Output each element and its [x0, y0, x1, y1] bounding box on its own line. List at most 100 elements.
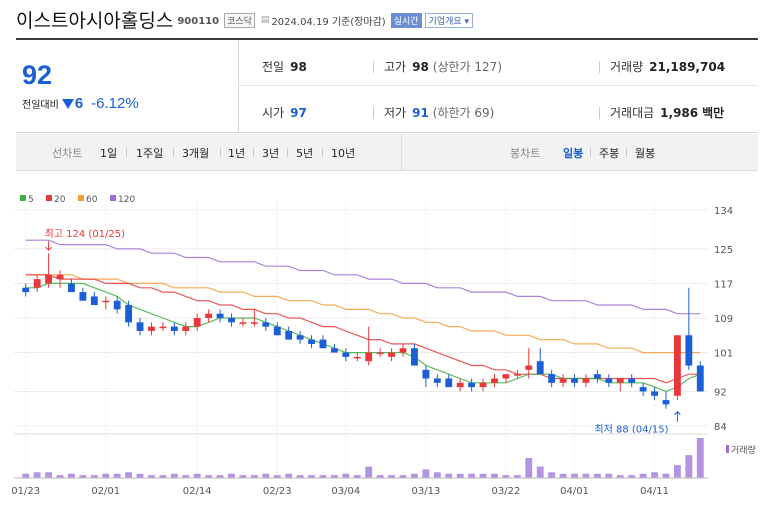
top-divider	[16, 38, 758, 40]
open-label: 시가	[262, 106, 285, 120]
tab-1w[interactable]: 1주일	[136, 147, 164, 160]
reference-date: 2024.04.19 기준(장마감)	[271, 16, 386, 28]
candle	[548, 369, 556, 388]
volume-bar	[433, 472, 441, 478]
tab-1y[interactable]: 1년	[228, 147, 246, 160]
tab-daily[interactable]: 일봉	[563, 147, 584, 160]
tab-candle-chart[interactable]: 봉차트	[510, 147, 541, 160]
candle-body	[330, 348, 338, 353]
candle	[308, 335, 315, 349]
y-tick-label: 117	[714, 279, 733, 290]
company-info-dropdown[interactable]: 기업개요 ▾	[424, 12, 474, 28]
candle-body	[182, 326, 190, 331]
amount-value: 1,986	[660, 105, 699, 120]
x-tick-label: 02/14	[183, 486, 212, 497]
volume-bar	[79, 475, 87, 478]
candle-body	[296, 335, 304, 340]
candle-body	[662, 400, 670, 405]
chart-tabs: 선차트 1일 1주일 3개월 1년 3년 5년 10년 봉차트 일봉 주봉 월봉	[16, 134, 758, 171]
candle	[22, 283, 30, 297]
volume-bar	[399, 475, 407, 478]
candle	[285, 326, 293, 340]
volume: 거래량 21,189,704	[599, 58, 725, 75]
candle-body	[582, 378, 590, 383]
volume-bar	[68, 473, 75, 478]
x-tick-label: 01/23	[11, 486, 40, 497]
volume-bar	[616, 475, 624, 478]
volume-bar	[571, 473, 578, 478]
candle	[159, 322, 167, 331]
prev-close: 전일 98	[262, 58, 307, 75]
candle-body	[250, 322, 258, 324]
candle	[365, 326, 373, 366]
volume-bar	[113, 473, 121, 478]
candle	[319, 335, 327, 349]
candlestick-chart[interactable]: 5 20 60 120 84 92 101 109 117 125 134 최고 124 (01/25…	[0, 180, 773, 509]
tab-monthly[interactable]: 월봉	[635, 147, 656, 160]
market-badge: 코스닥	[224, 12, 255, 28]
tab-10y[interactable]: 10년	[331, 147, 356, 160]
candle-body	[22, 287, 30, 293]
tab-3y[interactable]: 3년	[262, 147, 280, 160]
candle-body	[228, 318, 235, 323]
legend-swatch	[20, 195, 26, 201]
volume-legend-label: 거래량	[731, 444, 756, 456]
legend-swatch	[46, 195, 52, 201]
volume-bar	[388, 475, 396, 478]
candle	[45, 253, 53, 288]
tab-1d[interactable]: 1일	[100, 147, 118, 160]
volume-bar	[136, 473, 144, 478]
volume-bar	[639, 473, 647, 478]
high-label: 고가	[384, 60, 407, 74]
legend-swatch	[110, 195, 116, 201]
candle	[433, 374, 441, 388]
tab-weekly[interactable]: 주봉	[599, 147, 620, 160]
trade-amount: 거래대금 1,986 백만	[599, 104, 724, 121]
realtime-button[interactable]: 실시간	[390, 12, 422, 28]
tab-3m[interactable]: 3개월	[182, 147, 210, 160]
current-price: 92	[22, 60, 53, 90]
candle-body	[136, 322, 144, 331]
candle-body	[571, 378, 578, 383]
candle	[651, 387, 658, 401]
tab-separator	[626, 148, 627, 157]
price-change: 전일대비 6 -6.12%	[22, 95, 139, 112]
tab-separator	[287, 148, 288, 157]
company-name[interactable]: 이스트아시아홀딩스	[16, 9, 174, 32]
volume-bar	[159, 475, 167, 478]
candle-body	[342, 352, 350, 357]
candle	[262, 318, 270, 331]
volume-bar	[308, 475, 315, 478]
tab-line-chart[interactable]: 선차트	[52, 147, 83, 160]
candle-body	[365, 352, 373, 362]
candle-body	[193, 318, 201, 327]
volume-bar	[593, 473, 601, 478]
candle	[182, 322, 190, 336]
candle-body	[68, 283, 75, 293]
amount-unit: 백만	[702, 106, 725, 120]
candle	[102, 296, 110, 310]
candle	[113, 296, 121, 314]
candle	[273, 322, 281, 336]
candle-body	[388, 352, 396, 357]
candle-body	[113, 300, 121, 310]
tab-5y[interactable]: 5년	[296, 147, 314, 160]
candle	[491, 374, 498, 388]
candle	[422, 365, 430, 388]
low-label: 저가	[384, 106, 407, 120]
candle	[376, 348, 384, 357]
candle-body	[216, 313, 224, 318]
x-tick-label: 04/01	[560, 486, 589, 497]
volume-bar	[250, 475, 258, 478]
high: 고가 98 (상한가 127)	[373, 58, 502, 75]
candle-body	[125, 305, 133, 323]
volume-bar	[125, 472, 133, 478]
candle-body	[170, 326, 178, 331]
candle	[411, 343, 418, 366]
candle-body	[491, 378, 498, 383]
candle-body	[422, 369, 430, 379]
candle-body	[696, 365, 704, 392]
tab-separator	[253, 148, 254, 157]
change-value: 6	[74, 95, 84, 112]
candle	[79, 287, 87, 301]
